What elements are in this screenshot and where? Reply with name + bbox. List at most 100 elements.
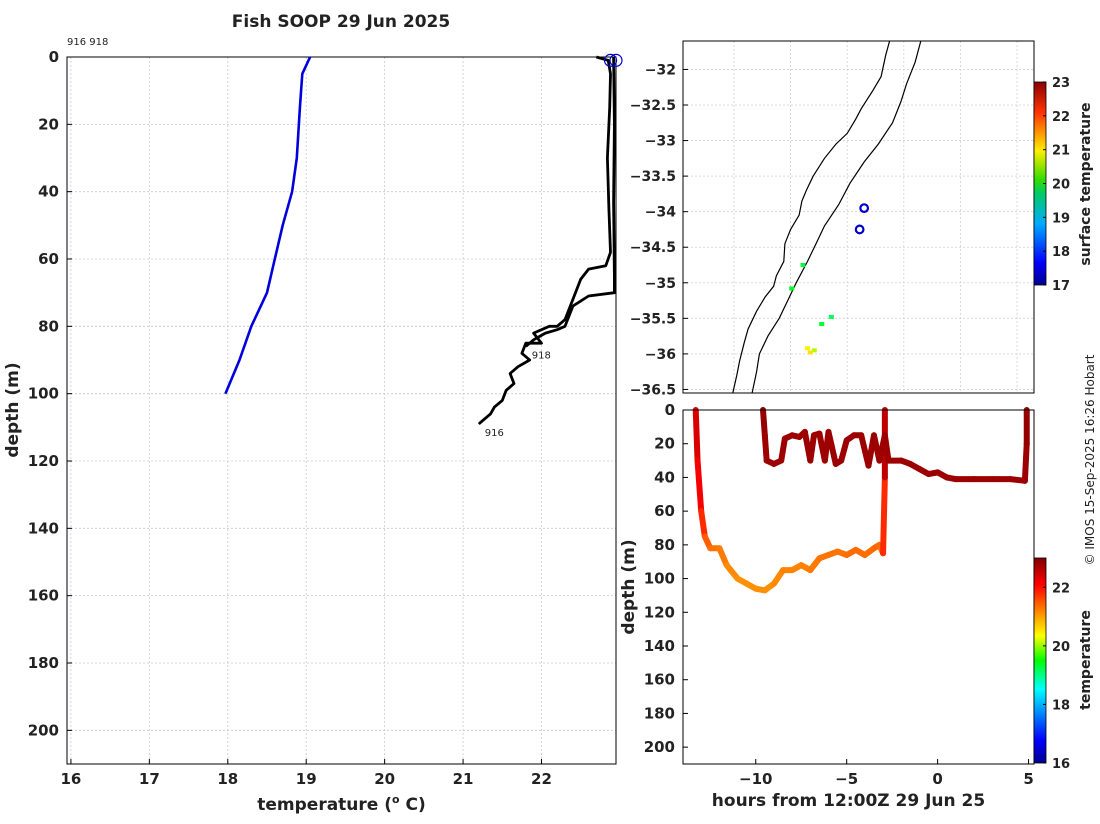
track-918-segment [778, 435, 788, 464]
track-918-segment [761, 432, 770, 464]
ts-x-tick-label: 0 [932, 770, 942, 788]
map-y-tick-label: −35.5 [630, 311, 676, 327]
x-tick-label: 18 [217, 770, 238, 788]
ts-x-tick-label: −10 [739, 770, 772, 788]
profile-ylabel: depth (m) [3, 362, 23, 457]
y-tick-label: 60 [38, 250, 59, 268]
y-tick-label: 0 [49, 48, 59, 66]
ts-colorbar-tick-label: 20 [1052, 640, 1070, 655]
y-tick-label: 120 [28, 452, 59, 470]
ts-y-tick-label: 120 [644, 603, 675, 621]
x-tick-label: 19 [296, 770, 317, 788]
y-tick-label: 140 [28, 519, 59, 537]
ts-x-tick-label: 5 [1023, 770, 1033, 788]
surface-temp-point [811, 348, 817, 353]
map-colorbar-tick-label: 22 [1052, 110, 1070, 125]
y-tick-label: 200 [28, 721, 59, 739]
ts-y-tick-label: 200 [644, 738, 675, 756]
ts-colorbar-tick-label: 18 [1052, 698, 1070, 713]
x-tick-label: 22 [531, 770, 552, 788]
profile-xlabel: temperature (o C) [257, 793, 426, 815]
track-918-segment [881, 432, 892, 464]
map-y-tick-label: −33.5 [630, 169, 676, 185]
map-panel: −32 −32.5 −33 −33.5 −34 −34.5 −35 −35.5 −36 −36.5… [630, 40, 1094, 419]
map-y-tick-label: −33 [645, 134, 676, 150]
station-marker [859, 203, 870, 214]
x-tick-label: 21 [453, 770, 474, 788]
track-918-segment [760, 407, 768, 439]
ts-y-tick-label: 140 [644, 637, 675, 655]
ts-ylabel: depth (m) [619, 539, 639, 634]
map-y-tick-label: −36 [645, 347, 676, 363]
ts-xlabel: hours from 12:00Z 29 Jun 25 [712, 791, 985, 811]
marker-start-918 [609, 53, 623, 67]
x-tick-label: 16 [60, 770, 81, 788]
surface-temp-point [828, 314, 834, 319]
track-916-segment [716, 545, 730, 569]
ts-y-tick-label: 60 [654, 502, 675, 520]
y-tick-label: 20 [38, 115, 59, 133]
series-end-label-916: 916 [485, 428, 504, 439]
map-axes-frame [682, 40, 1035, 394]
series-916 [477, 55, 612, 426]
x-tick-label: 17 [139, 770, 160, 788]
surface-temp-point [789, 286, 795, 291]
map-y-tick-label: −36.5 [630, 382, 676, 398]
map-colorbar-tick-label: 20 [1052, 178, 1070, 193]
shelf-contour [751, 40, 922, 394]
coastline [732, 40, 891, 394]
surface-temp-point [807, 350, 813, 355]
profile-panel: 16 17 18 19 20 21 22 0 20 40 60 80 100 120 140 160 180 20… [3, 37, 623, 815]
surface-temp-point [819, 322, 825, 327]
ts-y-tick-label: 160 [644, 671, 675, 689]
ts-colorbar-tick-label: 16 [1052, 757, 1070, 772]
map-colorbar-tick-label: 23 [1052, 76, 1070, 91]
ts-colorbar [1033, 557, 1047, 764]
surface-temp-point [800, 263, 806, 267]
track-916-segment [694, 457, 705, 515]
map-y-tick-label: −35 [645, 276, 676, 292]
timeseries-panel: −10 −5 0 5 0 20 40 60 80 100 120 140 160 180 200 hours … [619, 401, 1094, 813]
ts-y-tick-label: 180 [644, 704, 675, 722]
profile-corner-label: 916 918 [67, 37, 108, 48]
map-colorbar-tick-label: 18 [1052, 245, 1070, 260]
y-tick-label: 40 [38, 183, 59, 201]
y-tick-label: 100 [28, 385, 59, 403]
ts-colorbar-label: temperature [1078, 610, 1094, 710]
track-916-segment [880, 474, 888, 557]
ts-y-tick-label: 40 [654, 468, 675, 486]
ts-x-tick-label: −5 [835, 770, 858, 788]
profile-axes-frame [66, 56, 617, 765]
figure-title: Fish SOOP 29 Jun 2025 [232, 12, 450, 32]
ts-y-tick-label: 0 [665, 401, 675, 419]
series-end-label-918: 918 [532, 351, 551, 362]
x-tick-label: 20 [374, 770, 395, 788]
y-tick-label: 180 [28, 654, 59, 672]
credit-text: © IMOS 15-Sep-2025 16:26 Hobart [1083, 354, 1097, 565]
timeseries-backdrop [620, 403, 1040, 813]
map-colorbar-label: surface temperature [1078, 102, 1094, 265]
y-tick-label: 160 [28, 587, 59, 605]
map-colorbar-tick-label: 19 [1052, 211, 1070, 226]
map-y-tick-label: −34 [645, 205, 676, 221]
map-colorbar-tick-label: 21 [1052, 144, 1070, 159]
track-916-segment [698, 508, 708, 540]
track-918-segment [825, 428, 839, 467]
station-marker [854, 224, 865, 235]
track-918-segment [838, 437, 850, 464]
map-y-tick-label: −32.5 [630, 98, 676, 114]
track-916-segment [692, 407, 701, 464]
ts-y-tick-label: 100 [644, 570, 675, 588]
y-tick-label: 80 [38, 317, 59, 335]
surface-temp-point [805, 346, 811, 351]
track-918-segment [1021, 440, 1030, 484]
ts-y-tick-label: 20 [654, 435, 675, 453]
series-climatology [224, 56, 312, 395]
map-y-tick-label: −32 [645, 62, 676, 78]
series-918 [524, 56, 616, 348]
map-colorbar-tick-label: 17 [1052, 279, 1070, 294]
map-y-tick-label: −34.5 [630, 240, 676, 256]
ts-y-tick-label: 80 [654, 536, 675, 554]
marker-start-916 [603, 53, 618, 67]
